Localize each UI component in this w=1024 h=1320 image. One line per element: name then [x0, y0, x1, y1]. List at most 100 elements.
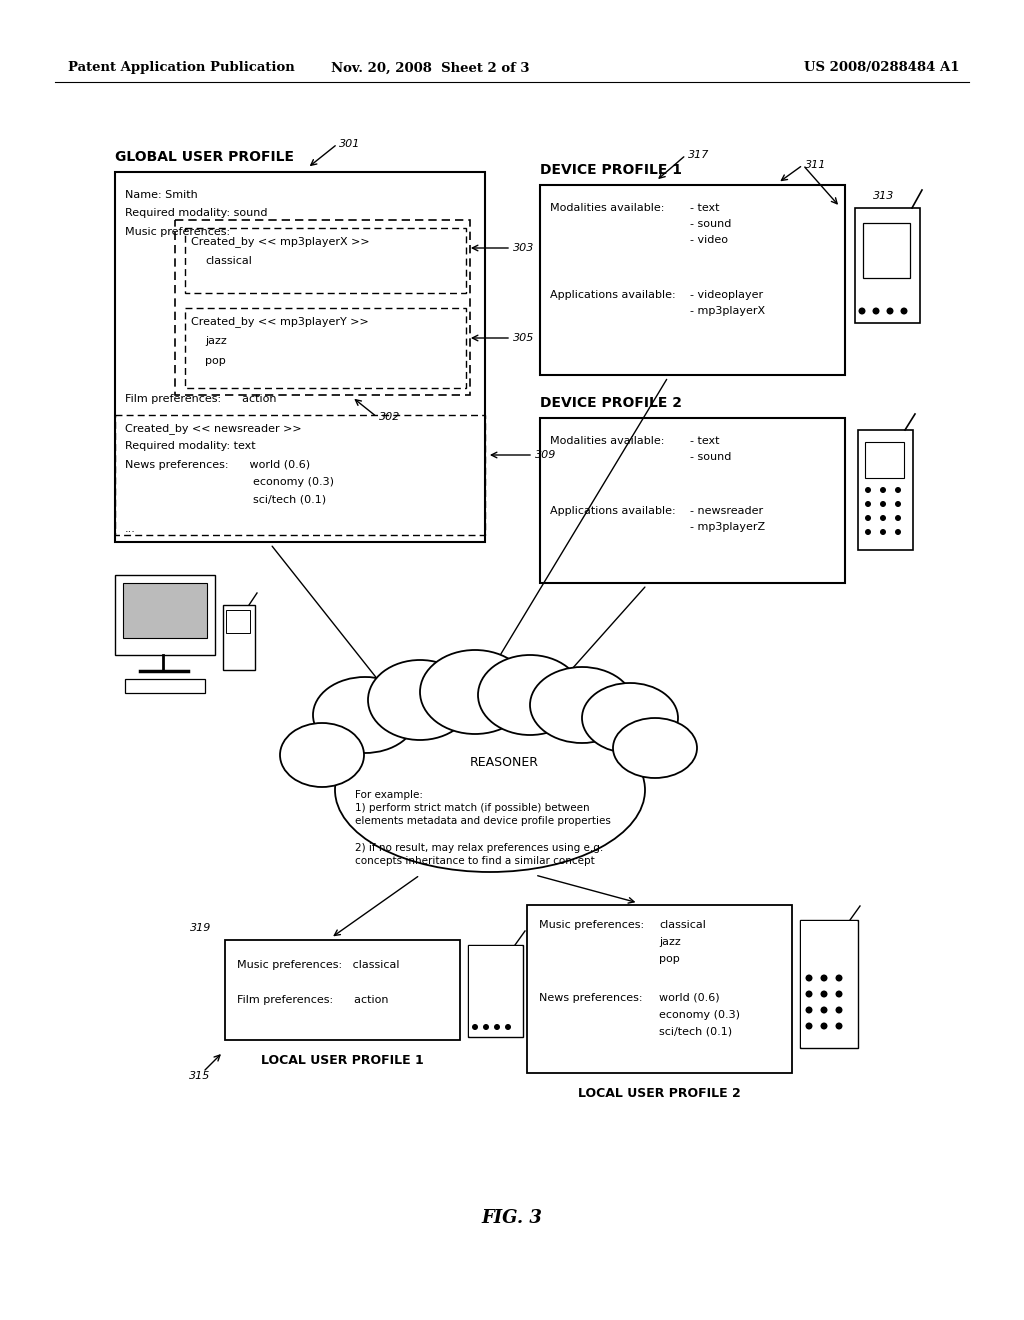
Text: REASONER: REASONER	[470, 755, 539, 768]
Text: 313: 313	[873, 191, 894, 201]
Text: 317: 317	[688, 150, 710, 160]
Circle shape	[880, 515, 886, 521]
Circle shape	[806, 1006, 812, 1014]
Text: Music preferences:   classical: Music preferences: classical	[237, 960, 399, 970]
Circle shape	[895, 529, 901, 535]
Text: 309: 309	[535, 450, 556, 459]
Circle shape	[865, 515, 871, 521]
Text: - mp3playerZ: - mp3playerZ	[690, 521, 765, 532]
Text: FIG. 3: FIG. 3	[481, 1209, 543, 1228]
Text: 319: 319	[190, 923, 211, 933]
Text: jazz: jazz	[659, 937, 681, 946]
Text: US 2008/0288484 A1: US 2008/0288484 A1	[805, 62, 961, 74]
Bar	[123, 583, 207, 638]
Bar	[224, 606, 254, 669]
Circle shape	[820, 990, 827, 998]
Circle shape	[505, 1024, 511, 1030]
Bar	[865, 442, 904, 478]
Bar	[859, 432, 912, 549]
Circle shape	[820, 974, 827, 982]
Text: Patent Application Publication: Patent Application Publication	[68, 62, 295, 74]
Bar	[468, 945, 523, 1038]
Text: pop: pop	[659, 954, 680, 964]
Bar	[801, 921, 857, 1047]
Circle shape	[858, 308, 865, 314]
Ellipse shape	[478, 655, 582, 735]
Text: classical: classical	[659, 920, 706, 931]
Text: 305: 305	[513, 333, 535, 343]
Text: DEVICE PROFILE 2: DEVICE PROFILE 2	[540, 396, 682, 411]
Text: pop: pop	[205, 356, 225, 366]
Circle shape	[880, 502, 886, 507]
Text: classical: classical	[205, 256, 252, 267]
Text: sci/tech (0.1): sci/tech (0.1)	[659, 1027, 732, 1038]
Text: Nov. 20, 2008  Sheet 2 of 3: Nov. 20, 2008 Sheet 2 of 3	[331, 62, 529, 74]
Bar	[856, 209, 919, 322]
Text: 315: 315	[189, 1071, 210, 1081]
Ellipse shape	[530, 667, 634, 743]
Circle shape	[820, 1023, 827, 1030]
Circle shape	[900, 308, 907, 314]
Bar	[226, 610, 250, 632]
Bar	[800, 920, 858, 1048]
Text: economy (0.3): economy (0.3)	[659, 1010, 740, 1020]
Circle shape	[895, 515, 901, 521]
Text: Applications available:: Applications available:	[550, 506, 676, 516]
Text: LOCAL USER PROFILE 1: LOCAL USER PROFILE 1	[261, 1053, 424, 1067]
Text: Film preferences:      action: Film preferences: action	[125, 393, 276, 404]
Text: Created_by << mp3playerX >>: Created_by << mp3playerX >>	[191, 236, 370, 247]
Bar	[175, 220, 470, 395]
Ellipse shape	[368, 660, 472, 741]
Circle shape	[806, 1023, 812, 1030]
Text: jazz: jazz	[205, 337, 226, 346]
Text: - video: - video	[690, 235, 728, 246]
Circle shape	[880, 487, 886, 492]
Text: - text: - text	[690, 436, 720, 446]
Text: 311: 311	[805, 160, 826, 170]
Ellipse shape	[313, 677, 417, 752]
Bar	[540, 185, 845, 375]
Circle shape	[494, 1024, 500, 1030]
Ellipse shape	[582, 682, 678, 752]
Text: 303: 303	[513, 243, 535, 253]
Ellipse shape	[280, 723, 364, 787]
Ellipse shape	[420, 649, 530, 734]
Bar	[855, 209, 920, 323]
Text: Created_by << mp3playerY >>: Created_by << mp3playerY >>	[191, 315, 369, 327]
Text: - sound: - sound	[690, 219, 731, 228]
Text: Applications available:: Applications available:	[550, 290, 676, 300]
Text: Music preferences:: Music preferences:	[125, 227, 230, 238]
Text: - mp3playerX: - mp3playerX	[690, 306, 765, 315]
Circle shape	[895, 487, 901, 492]
Text: Required modality: sound: Required modality: sound	[125, 209, 267, 218]
Circle shape	[880, 529, 886, 535]
Bar	[115, 576, 215, 655]
Text: 630: 630	[378, 717, 399, 727]
Bar	[125, 678, 205, 693]
Bar	[115, 172, 485, 543]
Bar	[527, 906, 792, 1073]
Circle shape	[865, 487, 871, 492]
Text: 301: 301	[339, 139, 360, 149]
Bar	[469, 946, 522, 1036]
Circle shape	[483, 1024, 489, 1030]
Text: 302: 302	[379, 412, 400, 422]
Text: world (0.6): world (0.6)	[659, 993, 720, 1003]
Circle shape	[872, 308, 880, 314]
Circle shape	[472, 1024, 478, 1030]
Circle shape	[836, 990, 843, 998]
Text: - videoplayer: - videoplayer	[690, 290, 763, 300]
Text: LOCAL USER PROFILE 2: LOCAL USER PROFILE 2	[579, 1086, 741, 1100]
Text: Modalities available:: Modalities available:	[550, 203, 665, 213]
Ellipse shape	[335, 708, 645, 873]
Circle shape	[836, 1006, 843, 1014]
Circle shape	[836, 974, 843, 982]
Text: Film preferences:      action: Film preferences: action	[237, 995, 388, 1005]
Text: Music preferences:: Music preferences:	[539, 920, 644, 931]
Text: Modalities available:: Modalities available:	[550, 436, 665, 446]
Text: For example:
1) perform strict match (if possible) between
elements metadata and: For example: 1) perform strict match (if…	[355, 789, 611, 866]
Text: DEVICE PROFILE 1: DEVICE PROFILE 1	[540, 162, 682, 177]
Bar	[116, 576, 214, 653]
Circle shape	[836, 1023, 843, 1030]
Circle shape	[806, 990, 812, 998]
